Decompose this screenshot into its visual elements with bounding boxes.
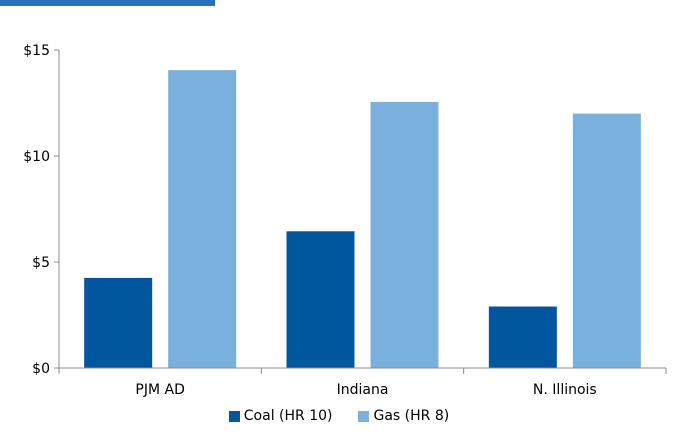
coal-bar-indiana <box>286 231 355 368</box>
legend-label: Coal (HR 10) <box>243 408 333 424</box>
gas-bar-pjm-ad <box>168 70 237 368</box>
gas-bar-n-illinois <box>572 113 641 368</box>
legend: Coal (HR 10) Gas (HR 8) <box>0 408 678 424</box>
x-category-label: Indiana <box>337 382 389 398</box>
legend-swatch <box>358 410 370 422</box>
bars <box>84 70 641 368</box>
legend-item-coal: Coal (HR 10) <box>228 408 333 424</box>
legend-label: Gas (HR 8) <box>373 408 450 424</box>
x-axis: PJM AD Indiana N. Illinois <box>58 367 667 398</box>
coal-bar-pjm-ad <box>84 277 153 368</box>
y-axis: $0 $5 $10 $15 <box>23 43 60 377</box>
legend-swatch <box>228 410 240 422</box>
x-category-label: N. Illinois <box>533 382 597 398</box>
y-tick-label: $10 <box>23 149 50 165</box>
coal-bar-n-illinois <box>488 306 557 368</box>
y-tick-label: $15 <box>23 43 50 59</box>
y-tick-label: $0 <box>32 361 50 377</box>
y-tick-label: $5 <box>32 255 50 271</box>
x-category-label: PJM AD <box>135 382 184 398</box>
legend-item-gas: Gas (HR 8) <box>358 408 449 424</box>
header-accent-bar <box>0 0 215 6</box>
gas-bar-indiana <box>370 101 439 368</box>
